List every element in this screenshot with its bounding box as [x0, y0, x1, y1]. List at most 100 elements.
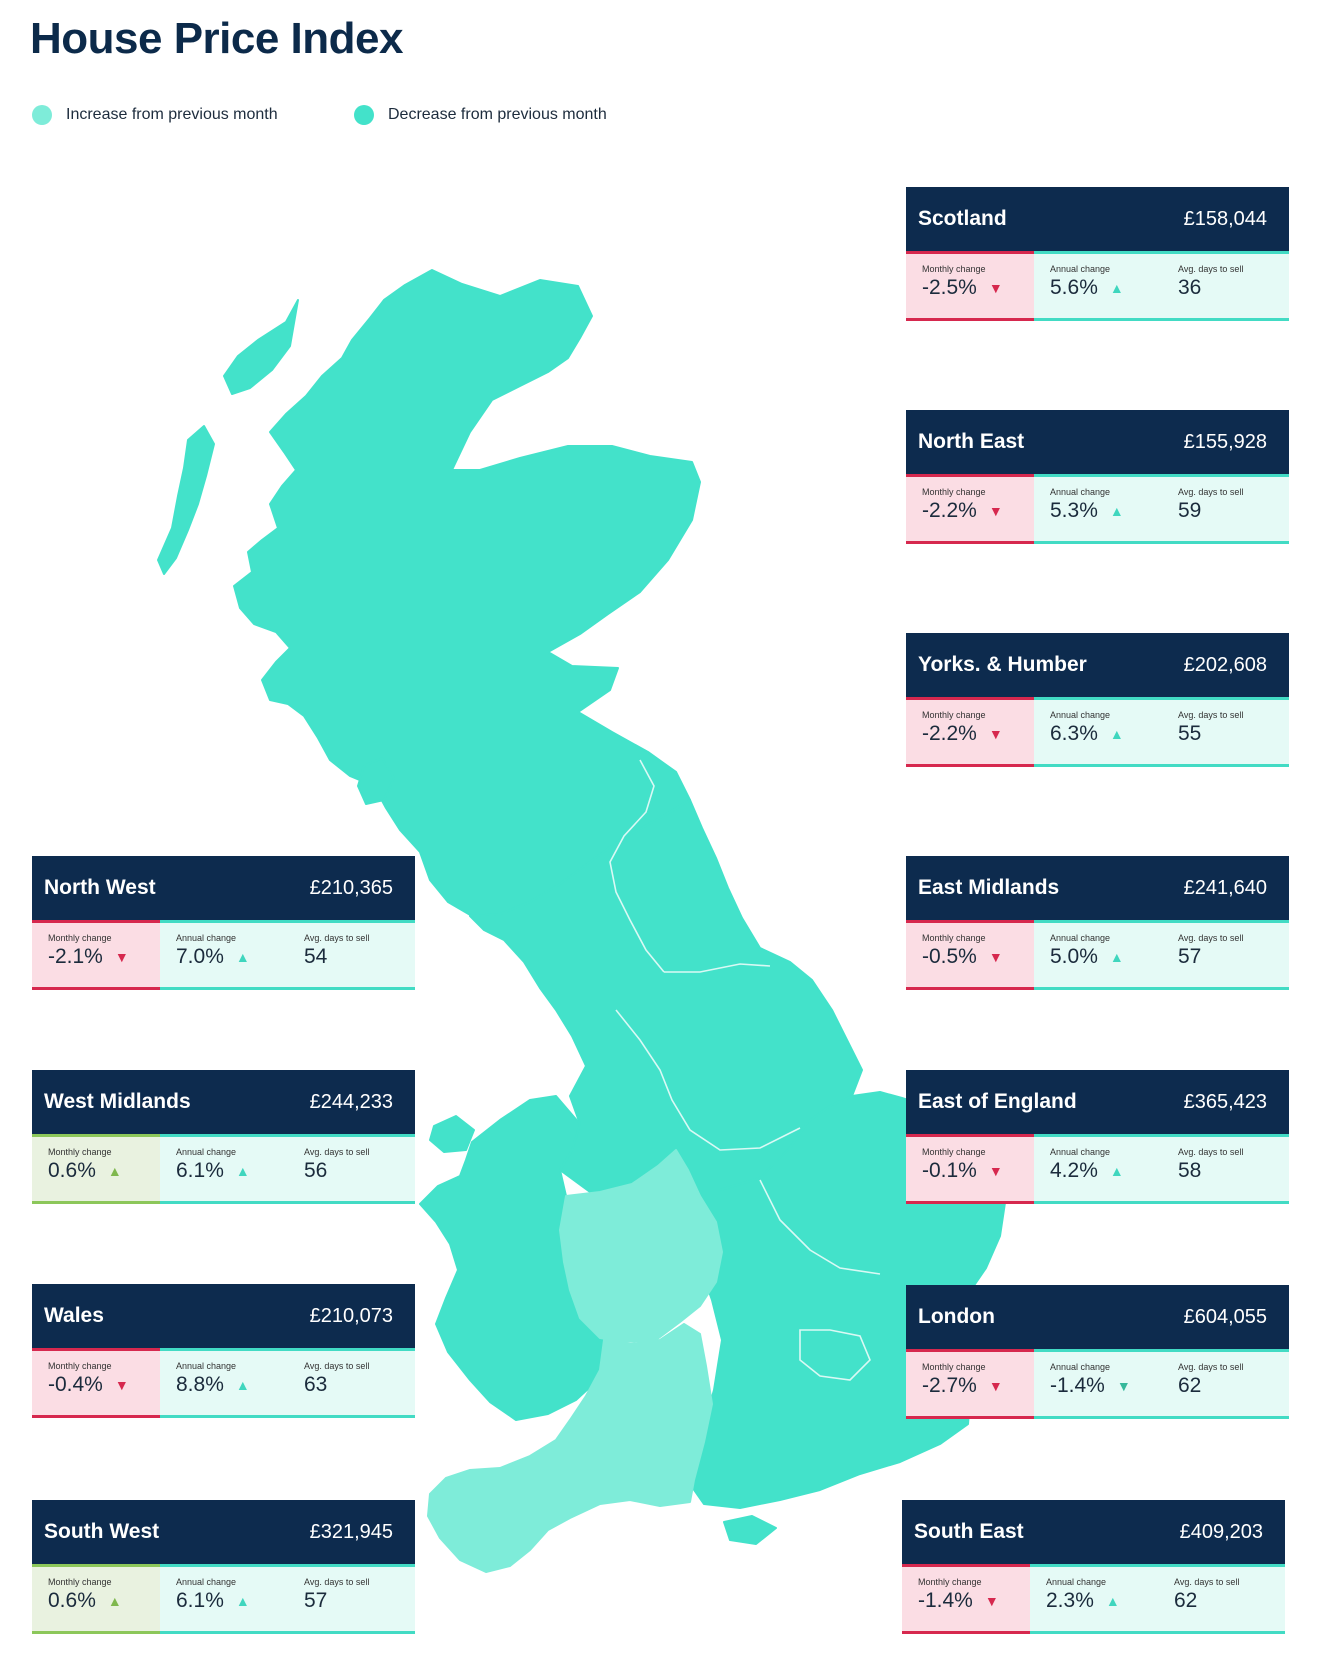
- annual-change-value: 6.3%: [1050, 722, 1098, 745]
- west-midlands-shape: [559, 1149, 723, 1343]
- annual-change-value: 2.3%: [1046, 1589, 1094, 1612]
- arrow-up-icon: ▲: [1109, 1163, 1124, 1179]
- annual-change-value: 5.0%: [1050, 945, 1098, 968]
- monthly-change-label: Monthly change: [922, 264, 986, 274]
- days-to-sell-cell: Avg. days to sell 62: [1158, 1564, 1285, 1634]
- region-card-north-east: North East £155,928 Monthly change -2.2% ▼ An…: [906, 410, 1289, 544]
- monthly-change-value: -0.4%: [48, 1373, 103, 1396]
- annual-change-cell: Annual change 8.8% ▲: [160, 1348, 288, 1418]
- monthly-change-label: Monthly change: [48, 1361, 112, 1371]
- monthly-change-value: -0.5%: [922, 945, 977, 968]
- region-stats: Monthly change -2.7% ▼ Annual change -1.4% ▼ A…: [906, 1349, 1289, 1419]
- region-price: £604,055: [1183, 1305, 1267, 1328]
- region-price: £158,044: [1183, 207, 1267, 230]
- annual-change-value: 6.1%: [176, 1589, 224, 1612]
- arrow-up-icon: ▲: [1109, 503, 1124, 519]
- days-to-sell-cell: Avg. days to sell 59: [1162, 474, 1289, 544]
- days-to-sell-value: 56: [304, 1159, 328, 1182]
- region-stats: Monthly change 0.6% ▲ Annual change 6.1% ▲ Avg…: [32, 1564, 415, 1634]
- region-card-header: London £604,055: [906, 1285, 1289, 1349]
- annual-change-cell: Annual change 6.1% ▲: [160, 1564, 288, 1634]
- monthly-change-label: Monthly change: [918, 1577, 982, 1587]
- map-borders: [609, 759, 881, 1381]
- region-price: £210,073: [309, 1304, 393, 1327]
- monthly-change-cell: Monthly change -2.7% ▼: [906, 1349, 1034, 1419]
- arrow-up-icon: ▲: [235, 1377, 250, 1393]
- monthly-change-cell: Monthly change -2.2% ▼: [906, 697, 1034, 767]
- region-stats: Monthly change -2.2% ▼ Annual change 5.3% ▲ Av…: [906, 474, 1289, 544]
- monthly-change-value: -2.2%: [922, 499, 977, 522]
- scotland-shape: [233, 269, 701, 917]
- arrow-down-icon: ▼: [1116, 1378, 1131, 1394]
- monthly-change-cell: Monthly change -2.5% ▼: [906, 251, 1034, 321]
- islay-shape: [357, 757, 395, 805]
- annual-change-cell: Annual change 6.1% ▲: [160, 1134, 288, 1204]
- monthly-change-label: Monthly change: [48, 933, 112, 943]
- region-card-header: Wales £210,073: [32, 1284, 415, 1348]
- map-increase-regions: [427, 1149, 723, 1573]
- region-card-header: West Midlands £244,233: [32, 1070, 415, 1134]
- annual-change-label: Annual change: [1050, 1362, 1111, 1372]
- monthly-change-label: Monthly change: [922, 1362, 986, 1372]
- region-card-header: North West £210,365: [32, 856, 415, 920]
- days-to-sell-value: 57: [304, 1589, 328, 1612]
- region-name: East Midlands: [918, 876, 1060, 899]
- days-to-sell-label: Avg. days to sell: [304, 1361, 370, 1371]
- annual-change-value: 6.1%: [176, 1159, 224, 1182]
- annual-change-value: 7.0%: [176, 945, 224, 968]
- arrow-up-icon: ▲: [107, 1163, 122, 1179]
- days-to-sell-cell: Avg. days to sell 58: [1162, 1134, 1289, 1204]
- days-to-sell-cell: Avg. days to sell 56: [288, 1134, 415, 1204]
- arrow-down-icon: ▼: [988, 1163, 1003, 1179]
- legend-increase-label: Increase from previous month: [66, 106, 278, 123]
- monthly-change-label: Monthly change: [922, 710, 986, 720]
- monthly-change-value: -2.5%: [922, 276, 977, 299]
- legend-increase: Increase from previous month: [32, 104, 278, 126]
- region-card-header: East Midlands £241,640: [906, 856, 1289, 920]
- days-to-sell-label: Avg. days to sell: [1178, 710, 1244, 720]
- region-card-header: Scotland £158,044: [906, 187, 1289, 251]
- annual-change-cell: Annual change 5.0% ▲: [1034, 920, 1162, 990]
- monthly-change-cell: Monthly change -1.4% ▼: [902, 1564, 1030, 1634]
- anglesey-shape: [429, 1115, 475, 1153]
- region-card-header: South East £409,203: [902, 1500, 1285, 1564]
- monthly-change-label: Monthly change: [922, 933, 986, 943]
- annual-change-label: Annual change: [1050, 487, 1111, 497]
- days-to-sell-label: Avg. days to sell: [1178, 264, 1244, 274]
- arrow-down-icon: ▼: [114, 949, 129, 965]
- region-name: East of England: [918, 1090, 1077, 1113]
- page-title: House Price Index: [30, 14, 403, 63]
- region-stats: Monthly change -0.1% ▼ Annual change 4.2% ▲ Av…: [906, 1134, 1289, 1204]
- arrow-up-icon: ▲: [1109, 726, 1124, 742]
- annual-change-value: 4.2%: [1050, 1159, 1098, 1182]
- annual-change-label: Annual change: [176, 1147, 237, 1157]
- annual-change-value: 5.3%: [1050, 499, 1098, 522]
- monthly-change-label: Monthly change: [922, 487, 986, 497]
- monthly-change-value: -2.2%: [922, 722, 977, 745]
- days-to-sell-label: Avg. days to sell: [1174, 1577, 1240, 1587]
- days-to-sell-cell: Avg. days to sell 57: [1162, 920, 1289, 990]
- region-stats: Monthly change -0.4% ▼ Annual change 8.8% ▲ Av…: [32, 1348, 415, 1418]
- days-to-sell-cell: Avg. days to sell 54: [288, 920, 415, 990]
- days-to-sell-label: Avg. days to sell: [1178, 1362, 1244, 1372]
- outer-hebrides-shape: [157, 425, 215, 575]
- region-name: Wales: [44, 1304, 104, 1327]
- days-to-sell-value: 62: [1174, 1589, 1198, 1612]
- days-to-sell-label: Avg. days to sell: [304, 1577, 370, 1587]
- region-name: North West: [44, 876, 156, 899]
- monthly-change-value: -1.4%: [918, 1589, 973, 1612]
- monthly-change-label: Monthly change: [922, 1147, 986, 1157]
- monthly-change-label: Monthly change: [48, 1147, 112, 1157]
- annual-change-label: Annual change: [1050, 264, 1111, 274]
- annual-change-label: Annual change: [176, 933, 237, 943]
- region-name: South West: [44, 1520, 160, 1543]
- region-card-north-west: North West £210,365 Monthly change -2.1% ▼ An…: [32, 856, 415, 990]
- monthly-change-cell: Monthly change -2.2% ▼: [906, 474, 1034, 544]
- region-card-yorks-humber: Yorks. & Humber £202,608 Monthly change -2.…: [906, 633, 1289, 767]
- arrow-up-icon: ▲: [107, 1593, 122, 1609]
- days-to-sell-label: Avg. days to sell: [1178, 1147, 1244, 1157]
- monthly-change-value: 0.6%: [48, 1589, 96, 1612]
- region-name: South East: [914, 1520, 1024, 1543]
- days-to-sell-value: 36: [1178, 276, 1202, 299]
- region-card-header: South West £321,945: [32, 1500, 415, 1564]
